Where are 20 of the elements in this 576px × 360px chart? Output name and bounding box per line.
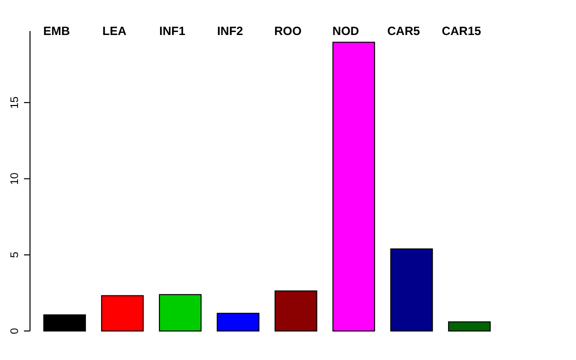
bar [390, 248, 433, 332]
bar [216, 312, 260, 332]
y-tick-label: 0 [9, 328, 21, 334]
x-tick-label: CAR5 [387, 24, 420, 38]
x-tick-label: INF1 [159, 24, 186, 38]
x-tick-label: LEA [102, 24, 127, 38]
x-tick-label: CAR15 [442, 24, 482, 38]
bar [101, 295, 144, 332]
y-tick-label: 10 [9, 172, 21, 185]
x-tick-label: EMB [43, 24, 70, 38]
x-tick-label: ROO [274, 24, 302, 38]
bar [332, 42, 376, 332]
y-tick-label: 15 [9, 96, 21, 109]
y-tick-label: 5 [9, 252, 21, 258]
bar [274, 290, 318, 332]
bar [43, 314, 86, 332]
x-tick-label: INF2 [217, 24, 244, 38]
bar [448, 321, 491, 332]
x-tick-label: NOD [332, 24, 360, 38]
bar [158, 294, 202, 332]
